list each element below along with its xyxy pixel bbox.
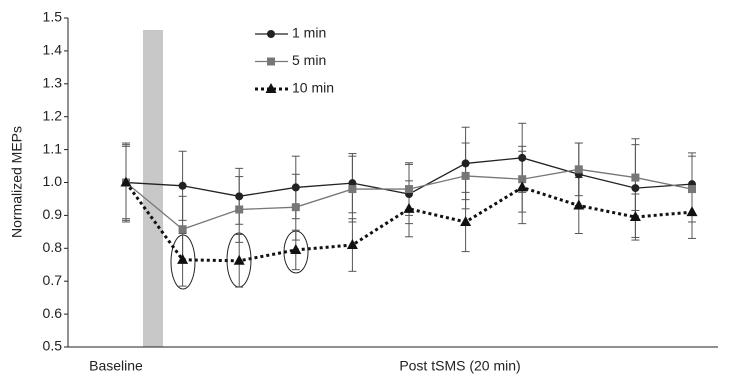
legend-marker <box>267 30 275 38</box>
data-point <box>403 202 415 213</box>
series-line <box>124 181 693 263</box>
data-point <box>348 185 357 194</box>
data-point <box>346 239 358 250</box>
data-point <box>631 184 640 193</box>
y-tick-label: 1.1 <box>43 140 63 156</box>
data-point <box>291 203 300 212</box>
y-tick-label: 1.4 <box>43 42 63 58</box>
y-tick-label: 1.5 <box>43 9 63 25</box>
data-point <box>631 173 640 182</box>
data-point <box>235 192 244 201</box>
y-tick-label: 0.8 <box>43 239 63 255</box>
data-point <box>290 243 302 254</box>
data-point <box>178 181 187 190</box>
x-axis-label: Post tSMS (20 min) <box>399 358 520 374</box>
data-point <box>178 225 187 234</box>
y-tick-label: 0.9 <box>43 206 63 222</box>
data-point <box>461 171 470 180</box>
data-point <box>233 254 245 265</box>
data-point <box>235 205 244 214</box>
data-point <box>688 185 696 194</box>
data-point <box>574 165 583 174</box>
legend-label: 1 min <box>292 25 326 41</box>
y-tick-label: 0.5 <box>43 338 63 354</box>
y-tick-label: 1.2 <box>43 107 63 123</box>
data-point <box>518 175 527 184</box>
data-point <box>516 181 528 192</box>
data-point <box>460 215 472 226</box>
legend-label: 5 min <box>292 52 326 68</box>
y-axis-label: Normalized MEPs <box>9 126 25 238</box>
data-point <box>686 206 698 217</box>
data-point <box>177 253 189 264</box>
y-tick-label: 0.6 <box>43 305 63 321</box>
data-point <box>405 185 413 194</box>
data-point <box>120 176 132 187</box>
data-point <box>291 183 300 192</box>
y-tick-label: 1.3 <box>43 75 63 91</box>
x-tick-label: Baseline <box>89 358 143 374</box>
data-point <box>573 199 585 210</box>
legend-marker <box>265 83 277 93</box>
data-point <box>629 211 641 222</box>
legend-marker <box>267 57 275 66</box>
data-point <box>518 153 527 162</box>
y-tick-label: 0.7 <box>43 272 63 288</box>
stimulation-band <box>143 30 163 347</box>
legend-label: 10 min <box>292 80 334 96</box>
data-point <box>461 159 470 168</box>
y-tick-label: 1.0 <box>43 173 63 189</box>
